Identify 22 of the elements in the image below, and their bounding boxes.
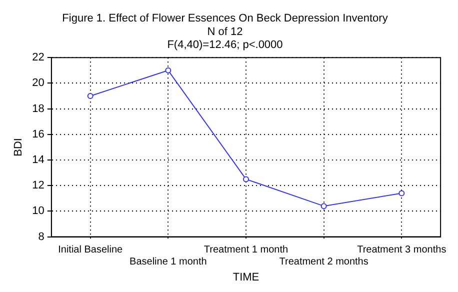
y-tick-label: 8: [38, 230, 44, 243]
point: [87, 93, 94, 99]
chart-title: Figure 1. Effect of Flower Essences On Beck Depression Inventory: [62, 12, 388, 25]
x-tick-label: Treatment 2 months: [279, 256, 368, 268]
point: [242, 176, 249, 182]
y-tick-label: 10: [32, 205, 44, 218]
y-tick-label: 16: [32, 128, 44, 140]
chart-subtitle: N of 12 F(4,40)=12.46; p<.0000: [167, 26, 283, 52]
point: [165, 67, 172, 74]
x-tick-label: Treatment 3 months: [357, 244, 446, 256]
y-tick-label: 20: [32, 77, 44, 90]
y-axis-title: BDI: [12, 138, 25, 156]
y-tick-label: 14: [32, 154, 44, 166]
point: [398, 190, 405, 196]
x-tick-label: Initial Baseline: [58, 244, 124, 256]
y-tick-label: 22: [32, 52, 44, 64]
x-tick-label: Baseline 1 month: [130, 256, 207, 268]
y-tick-label: 12: [32, 180, 44, 192]
x-axis-title: TIME: [232, 271, 260, 284]
point: [320, 203, 327, 210]
y-tick-label: 18: [32, 102, 44, 115]
x-tick-label: Treatment 1 month: [204, 244, 288, 256]
